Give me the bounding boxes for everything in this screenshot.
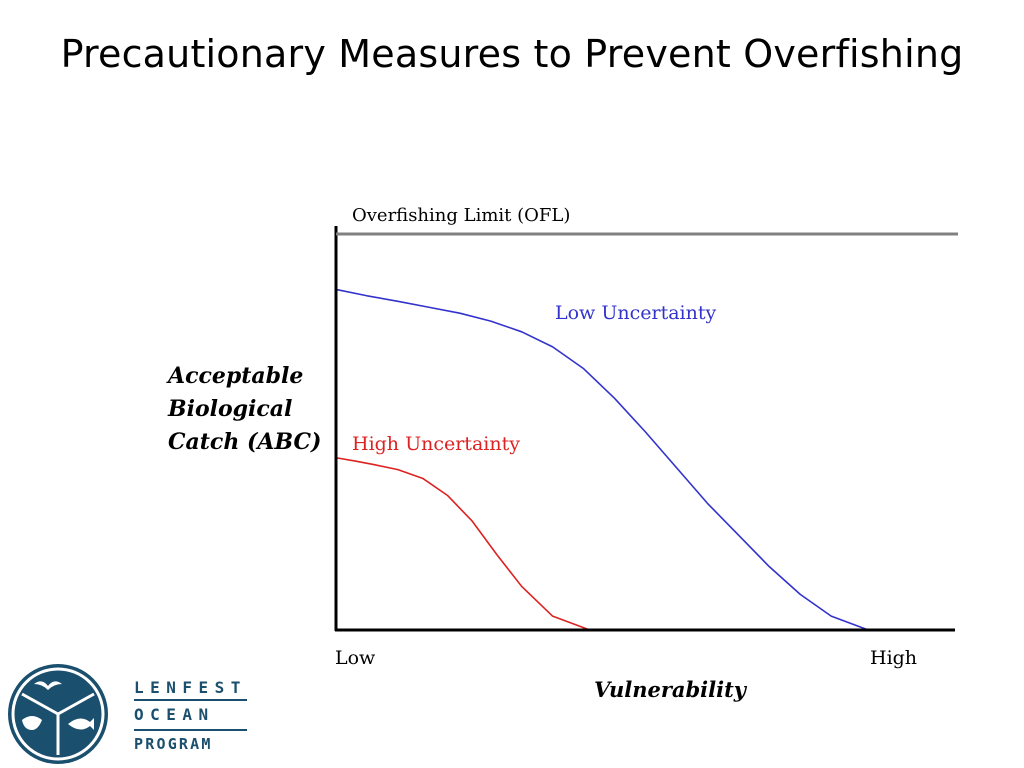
x-tick-label-high: High <box>870 647 917 669</box>
y-axis-title-line: Biological <box>168 396 293 422</box>
logo-text-line: OCEAN <box>134 699 247 729</box>
y-axis-title-line: Catch (ABC) <box>168 429 322 455</box>
series-label-low-uncertainty: Low Uncertainty <box>555 302 716 324</box>
logo-text-line: LENFEST <box>134 678 247 697</box>
x-tick-label-low: Low <box>335 647 376 669</box>
y-axis-title-line: Acceptable <box>168 363 304 389</box>
ofl-label: Overfishing Limit (OFL) <box>352 205 570 226</box>
lenfest-logo-text: LENFEST OCEAN PROGRAM <box>134 678 247 755</box>
series-line-low-uncertainty <box>335 288 869 631</box>
slide-title: Precautionary Measures to Prevent Overfi… <box>60 32 964 76</box>
logo-text-line: PROGRAM <box>134 729 247 755</box>
x-axis-title: Vulnerability <box>594 677 748 702</box>
series-label-high-uncertainty: High Uncertainty <box>352 433 520 455</box>
series-line-high-uncertainty <box>335 456 591 631</box>
y-axis-title: Acceptable Biological Catch (ABC) <box>168 360 321 459</box>
lenfest-logo-emblem <box>8 664 108 764</box>
